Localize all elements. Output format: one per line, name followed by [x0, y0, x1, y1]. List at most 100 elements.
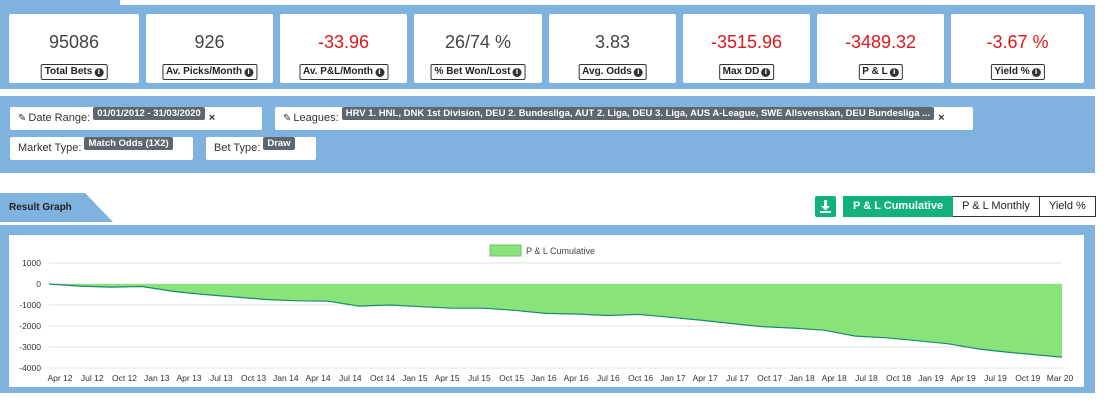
x-tick-label: Jan 18: [789, 373, 815, 383]
stat-card: 926 Av. Picks/Month i: [146, 14, 273, 83]
y-tick-label: -3000: [19, 342, 41, 352]
close-icon[interactable]: ×: [208, 112, 216, 124]
x-tick-label: Oct 17: [757, 373, 782, 383]
x-tick-label: Jul 17: [726, 373, 749, 383]
x-tick-label: Jan 15: [402, 373, 428, 383]
x-tick-label: Jul 15: [468, 373, 491, 383]
result-graph-title: Result Graph: [9, 202, 72, 213]
stat-value: -3489.32: [844, 32, 917, 52]
date-range-label: Date Range:: [28, 112, 91, 124]
legend-swatch: [489, 244, 522, 257]
date-range-filter[interactable]: ✎ Date Range: 01/01/2012 - 31/03/2020 ×: [10, 107, 262, 130]
x-tick-label: Apr 19: [951, 373, 976, 383]
pl-cumulative-area: [49, 284, 1062, 358]
x-tick-label: Oct 19: [1015, 373, 1040, 383]
stat-label-text: Max DD: [722, 66, 760, 77]
stat-value: -33.96: [317, 32, 370, 52]
stat-card: 26/74 % % Bet Won/Lost i: [414, 14, 542, 83]
bet-type-value: Draw: [263, 137, 295, 150]
x-tick-label: Jul 18: [855, 373, 878, 383]
stat-value: 926: [194, 32, 225, 52]
x-tick-label: Oct 13: [241, 373, 266, 383]
x-tick-label: Mar 20: [1047, 373, 1074, 383]
x-tick-label: Jan 16: [531, 373, 557, 383]
info-circle-icon[interactable]: i: [244, 68, 254, 77]
info-circle-icon[interactable]: i: [633, 68, 643, 77]
filter-band: ✎ Date Range: 01/01/2012 - 31/03/2020 × ✎ L…: [0, 96, 1095, 173]
toggle-yield[interactable]: Yield %: [1039, 196, 1096, 217]
pencil-icon: ✎: [18, 113, 27, 124]
graph-toggle-group: P & L Cumulative P & L Monthly Yield %: [843, 196, 1096, 217]
stat-value: 26/74 %: [444, 32, 512, 52]
pencil-icon: ✎: [283, 113, 292, 124]
result-graph-tab: [0, 193, 113, 222]
stat-label-text: P & L: [862, 66, 888, 77]
stat-value: -3.67 %: [986, 32, 1049, 52]
stat-card: 95086 Total Bets i: [9, 14, 139, 83]
x-tick-label: Apr 14: [306, 373, 331, 383]
x-tick-label: Jan 14: [273, 373, 299, 383]
stat-label-text: % Bet Won/Lost: [434, 66, 511, 77]
date-range-value: 01/01/2012 - 31/03/2020: [93, 107, 205, 120]
y-tick-label: 1000: [22, 258, 41, 268]
y-tick-label: -2000: [19, 321, 41, 331]
market-type-label: Market Type:: [18, 142, 82, 154]
x-tick-label: Jul 16: [597, 373, 620, 383]
stats-band: 95086 Total Bets i 926 Av. Picks/Month i -33.9…: [0, 5, 1095, 89]
stat-label-text: Av. Picks/Month: [165, 66, 243, 77]
stat-label[interactable]: Av. P&L/Month i: [299, 64, 388, 80]
x-tick-label: Oct 16: [628, 373, 653, 383]
top-tab-edge: [0, 0, 120, 5]
stat-card: -33.96 Av. P&L/Month i: [280, 14, 407, 83]
x-tick-label: Apr 15: [435, 373, 460, 383]
x-tick-label: Oct 14: [370, 373, 395, 383]
y-tick-label: -1000: [19, 300, 41, 310]
market-type-filter[interactable]: Market Type: Match Odds (1X2): [10, 137, 193, 160]
stat-label-text: Avg. Odds: [582, 66, 632, 77]
x-tick-label: Jul 12: [81, 373, 104, 383]
info-circle-icon[interactable]: i: [761, 68, 771, 77]
stat-card: -3.67 % Yield % i: [951, 14, 1084, 83]
stat-value: 3.83: [594, 32, 631, 52]
toggle-pl-cumulative[interactable]: P & L Cumulative: [843, 196, 954, 217]
chart-card: 1000 0 -1000 -2000 -3000 -4000 Apr 12 Jul 12 Oct…: [9, 235, 1084, 387]
stat-label[interactable]: Avg. Odds i: [578, 64, 647, 80]
x-tick-label: Oct 15: [499, 373, 524, 383]
y-tick-label: -4000: [19, 363, 41, 373]
leagues-label: Leagues:: [293, 112, 339, 124]
stat-label[interactable]: % Bet Won/Lost i: [430, 64, 526, 80]
download-icon: [820, 200, 831, 213]
stat-label-text: Yield %: [994, 66, 1030, 77]
x-tick-label: Jan 19: [918, 373, 944, 383]
download-button[interactable]: [815, 196, 836, 217]
info-circle-icon[interactable]: i: [512, 68, 522, 77]
bet-type-filter[interactable]: Bet Type: Draw: [206, 137, 316, 160]
x-tick-label: Oct 18: [886, 373, 911, 383]
x-tick-label: Apr 13: [177, 373, 202, 383]
bet-type-label: Bet Type:: [214, 142, 261, 154]
pl-cumulative-line: [48, 283, 1063, 358]
stat-label-text: Total Bets: [44, 66, 93, 77]
toggle-pl-monthly[interactable]: P & L Monthly: [953, 196, 1040, 217]
stat-label[interactable]: Max DD i: [718, 64, 775, 80]
info-circle-icon[interactable]: i: [1031, 68, 1041, 77]
info-circle-icon[interactable]: i: [94, 68, 104, 77]
x-tick-label: Jul 19: [984, 373, 1007, 383]
leagues-filter[interactable]: ✎ Leagues: HRV 1. HNL, DNK 1st Division, …: [275, 107, 973, 130]
leagues-value: HRV 1. HNL, DNK 1st Division, DEU 2. Bun…: [341, 107, 935, 120]
x-tick-label: Jul 13: [210, 373, 233, 383]
market-type-value: Match Odds (1X2): [84, 137, 173, 150]
info-circle-icon[interactable]: i: [375, 68, 384, 77]
stat-value: 95086: [48, 32, 100, 52]
stat-label[interactable]: Yield % i: [990, 64, 1045, 80]
x-tick-label: Apr 17: [693, 373, 718, 383]
stat-label[interactable]: Total Bets i: [40, 64, 108, 80]
x-tick-label: Jan 13: [144, 373, 170, 383]
info-circle-icon[interactable]: i: [889, 68, 899, 77]
x-tick-label: Apr 16: [564, 373, 589, 383]
stat-label[interactable]: Av. Picks/Month i: [161, 64, 258, 80]
close-icon[interactable]: ×: [938, 112, 945, 124]
stat-card: 3.83 Avg. Odds i: [549, 14, 676, 83]
